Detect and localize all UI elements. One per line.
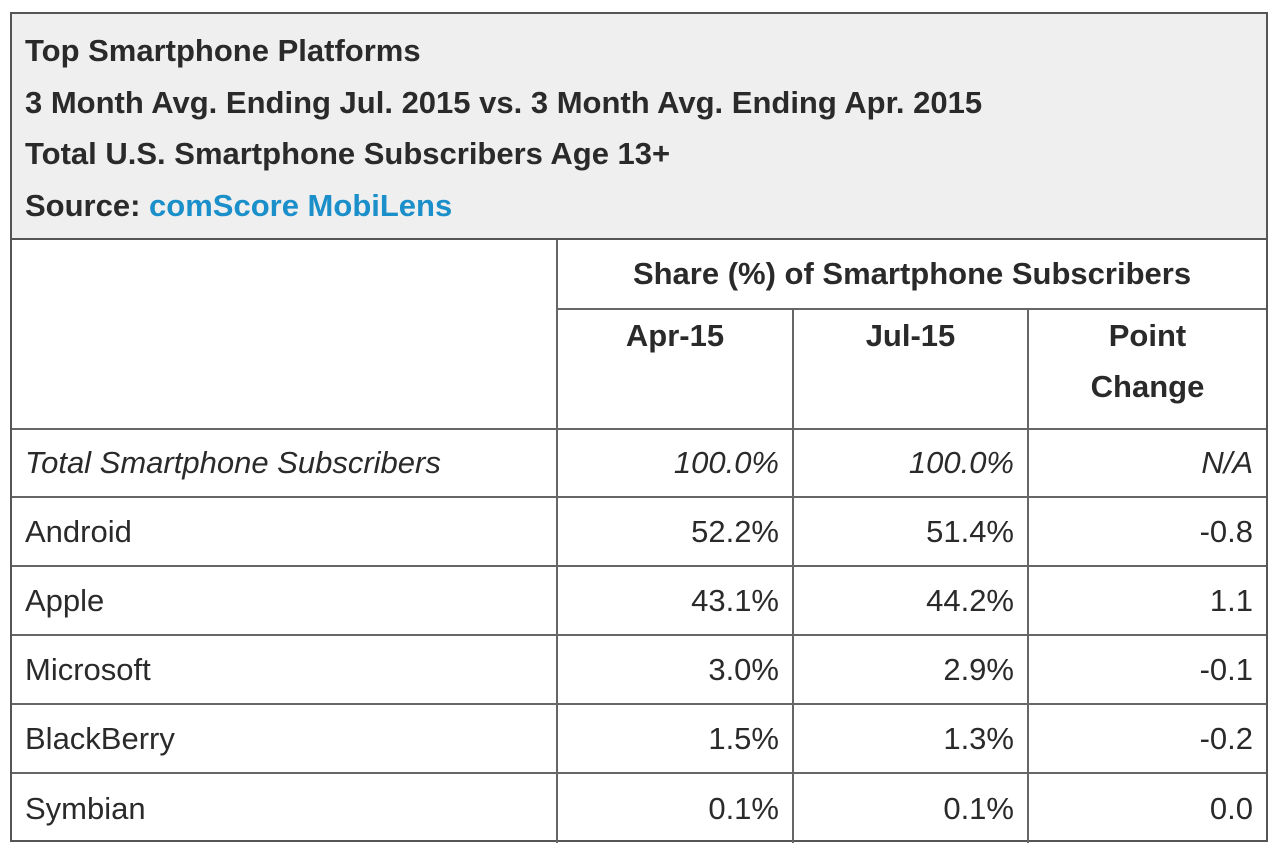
column-header-apr: Apr-15 — [558, 310, 794, 430]
table-row: BlackBerry 1.5% 1.3% -0.2 — [12, 705, 1267, 774]
period-subtitle: 3 Month Avg. Ending Jul. 2015 vs. 3 Mont… — [25, 84, 983, 120]
cell-change: 0.0 — [1209, 790, 1254, 826]
column-header-change: Point Change — [1029, 310, 1267, 430]
table-row: Android 52.2% 51.4% -0.8 — [12, 498, 1267, 567]
row-label: Android — [12, 498, 558, 567]
source-link[interactable]: comScore MobiLens — [149, 187, 453, 223]
cell-jul: 2.9% — [794, 636, 1029, 705]
column-header-row: Apr-15 Jul-15 Point Change — [12, 310, 1267, 430]
column-header-change-text: Point Change — [1090, 318, 1205, 404]
cell-apr: 1.5% — [558, 705, 794, 774]
source-line: Source: comScore MobiLens — [25, 180, 1253, 232]
cell-jul: 100.0% — [794, 430, 1029, 498]
row-label: Apple — [12, 567, 558, 636]
cell-apr: 52.2% — [558, 498, 794, 567]
audience-subtitle: Total U.S. Smartphone Subscribers Age 13… — [25, 136, 671, 171]
table-row: Symbian 0.1% 0.1% 0.0 — [12, 774, 1266, 843]
table-row: Total Smartphone Subscribers 100.0% 100.0%… — [12, 430, 1267, 498]
group-header: Share (%) of Smartphone Subscribers — [558, 240, 1267, 310]
table-row: Microsoft 3.0% 2.9% -0.1 — [12, 636, 1267, 705]
row-label: Symbian — [12, 774, 558, 843]
cell-change: -0.1 — [1029, 636, 1267, 705]
cell-jul: 44.2% — [794, 567, 1029, 636]
cell-apr: 3.0% — [558, 636, 794, 705]
cell-jul: 51.4% — [794, 498, 1029, 567]
cell-jul: 0.1% — [794, 774, 1029, 843]
source-label: Source: — [25, 187, 141, 223]
table-frame: Top Smartphone Platforms 3 Month Avg. En… — [10, 12, 1268, 843]
cell-apr: 0.1% — [558, 774, 794, 843]
table-row: Apple 43.1% 44.2% 1.1 — [12, 567, 1267, 636]
share-table: Share (%) of Smartphone Subscribers Apr-… — [12, 240, 1267, 843]
row-label: BlackBerry — [12, 705, 558, 774]
cell-change: -0.8 — [1029, 498, 1267, 567]
group-header-row: Share (%) of Smartphone Subscribers — [12, 240, 1267, 430]
cell-change: N/A — [1029, 430, 1267, 498]
title-block: Top Smartphone Platforms 3 Month Avg. En… — [12, 14, 1266, 240]
table-title: Top Smartphone Platforms — [25, 33, 421, 68]
row-label: Total Smartphone Subscribers — [12, 430, 558, 498]
cell-apr: 43.1% — [558, 567, 794, 636]
cell-apr: 100.0% — [558, 430, 794, 498]
cell-change: 1.1 — [1029, 567, 1267, 636]
cell-change: -0.2 — [1029, 705, 1267, 774]
empty-corner-cell — [12, 240, 558, 430]
column-header-jul: Jul-15 — [794, 310, 1029, 430]
row-label: Microsoft — [12, 636, 558, 705]
cell-jul: 1.3% — [794, 705, 1029, 774]
